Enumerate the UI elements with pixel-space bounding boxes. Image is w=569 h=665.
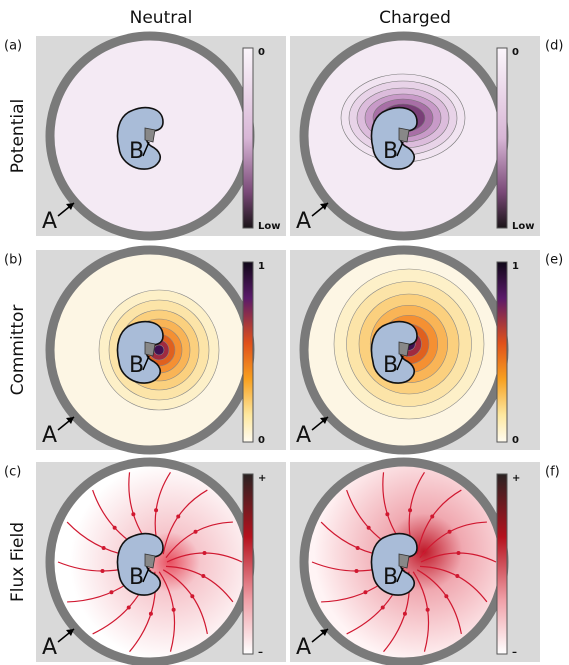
flux-arrow — [355, 569, 359, 573]
panel: B A + – — [36, 462, 286, 662]
flux-arrow — [363, 590, 367, 594]
label-b: B — [129, 353, 144, 378]
colorbar-top-label: 1 — [512, 261, 519, 272]
flux-arrow — [426, 608, 430, 612]
colorbar-bottom-label: – — [512, 647, 517, 658]
flux-arrow — [430, 515, 434, 519]
flux-arrow — [381, 605, 385, 609]
colorbar — [243, 262, 253, 442]
binding-site — [399, 342, 409, 356]
label-a: A — [42, 635, 57, 660]
label-a: A — [296, 209, 311, 234]
flux-arrow — [457, 551, 461, 555]
committor-contour — [154, 345, 164, 355]
flux-arrow — [408, 508, 412, 512]
panel: B A 1 0 — [290, 250, 540, 450]
flux-arrow — [101, 569, 105, 573]
flux-arrow — [448, 530, 452, 534]
flux-arrow — [403, 612, 407, 616]
binding-site — [145, 554, 155, 568]
panel-letter: (b) — [4, 253, 22, 268]
binding-site — [145, 342, 155, 356]
panel-letter: (e) — [545, 253, 563, 268]
flux-arrow — [109, 590, 113, 594]
binding-site — [399, 128, 409, 142]
colorbar-top-label: 1 — [258, 261, 265, 272]
flux-arrow — [455, 574, 459, 578]
label-a: A — [42, 209, 57, 234]
label-b: B — [383, 139, 398, 164]
colorbar-bottom-label: – — [258, 647, 263, 658]
colorbar — [243, 474, 253, 654]
label-b: B — [383, 353, 398, 378]
flux-arrow — [176, 515, 180, 519]
flux-arrow — [444, 594, 448, 598]
label-a: A — [296, 423, 311, 448]
flux-arrow — [102, 546, 106, 550]
flux-arrow — [113, 526, 117, 530]
column-header: Neutral — [130, 8, 193, 28]
label-a: A — [42, 423, 57, 448]
panel-letter: (f) — [545, 465, 560, 480]
flux-arrow — [127, 605, 131, 609]
colorbar-bottom-label: Low — [512, 221, 534, 232]
flux-arrow — [203, 551, 207, 555]
binding-site — [145, 128, 155, 142]
flux-arrow — [190, 594, 194, 598]
flux-arrow — [356, 546, 360, 550]
flux-arrow — [385, 512, 389, 516]
colorbar-top-label: 0 — [512, 47, 519, 58]
panel: B A 0 Low — [290, 36, 540, 236]
panel: B A 0 Low — [36, 36, 286, 236]
panel-letter: (d) — [545, 39, 563, 54]
figure: Neutral Charged Potential Committor Flux Fie… — [0, 0, 569, 665]
label-b: B — [129, 565, 144, 590]
colorbar-bottom-label: Low — [258, 221, 280, 232]
label-a: A — [296, 635, 311, 660]
colorbar-top-label: + — [258, 473, 266, 484]
colorbar — [497, 262, 507, 442]
flux-arrow — [172, 608, 176, 612]
row-label: Flux Field — [8, 522, 28, 602]
column-header: Charged — [379, 8, 451, 28]
colorbar — [243, 48, 253, 228]
binding-site — [399, 554, 409, 568]
colorbar-bottom-label: 0 — [258, 435, 265, 446]
label-b: B — [383, 565, 398, 590]
flux-arrow — [131, 512, 135, 516]
colorbar — [497, 474, 507, 654]
flux-arrow — [367, 526, 371, 530]
flux-arrow — [149, 612, 153, 616]
row-label: Potential — [8, 99, 28, 173]
flux-arrow — [201, 574, 205, 578]
panel-letter: (a) — [4, 39, 22, 54]
label-b: B — [129, 139, 144, 164]
panel: B A + – — [290, 462, 540, 662]
panel: B A 1 0 — [36, 250, 286, 450]
colorbar — [497, 48, 507, 228]
flux-arrow — [154, 508, 158, 512]
colorbar-top-label: 0 — [258, 47, 265, 58]
colorbar-bottom-label: 0 — [512, 435, 519, 446]
panel-letter: (c) — [4, 465, 21, 480]
row-label: Committor — [8, 305, 28, 396]
colorbar-top-label: + — [512, 473, 520, 484]
flux-arrow — [194, 530, 198, 534]
